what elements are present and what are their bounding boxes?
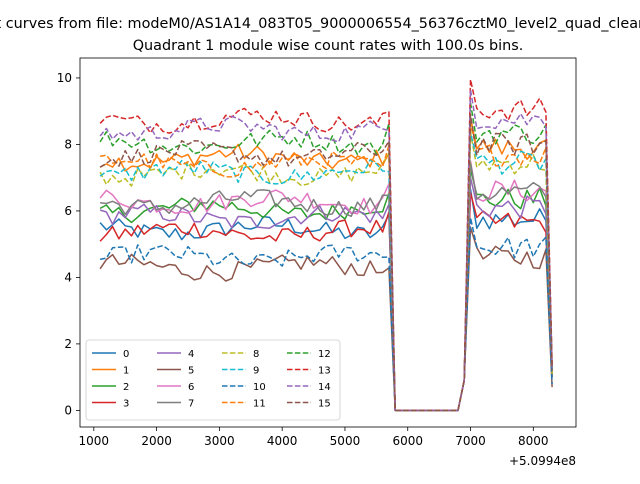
x-tick-label: 7000: [455, 434, 486, 448]
y-tick-label: 2: [64, 337, 72, 351]
plot-frame: [79, 57, 577, 428]
series-line-7: [100, 161, 553, 412]
y-tick-label: 0: [64, 403, 72, 417]
y-tick-label: 6: [64, 204, 72, 218]
series-line-11: [99, 123, 553, 412]
legend-label-6: 6: [188, 382, 194, 393]
series-line-10: [99, 216, 553, 412]
legend-label-10: 10: [253, 382, 266, 393]
figure-suptitle: Light curves from file: modeM0/AS1A14_08…: [0, 16, 640, 32]
legend-label-15: 15: [318, 399, 331, 410]
legend-label-3: 3: [123, 399, 129, 410]
legend-label-14: 14: [318, 382, 331, 393]
x-tick-label: 6000: [392, 434, 423, 448]
legend-label-7: 7: [188, 399, 194, 410]
x-tick-label: 1000: [79, 434, 110, 448]
x-tick-label: 2000: [141, 434, 172, 448]
y-tick-label: 4: [64, 270, 72, 284]
series-line-9: [99, 132, 553, 412]
x-tick-label: 5000: [330, 434, 361, 448]
legend-label-1: 1: [123, 366, 129, 377]
legend-label-2: 2: [123, 382, 129, 393]
series-line-15: [99, 113, 553, 412]
y-tick-label: 10: [57, 71, 72, 85]
x-tick-label: 4000: [267, 434, 298, 448]
legend-label-8: 8: [253, 349, 259, 360]
y-tick-label: 8: [64, 137, 72, 151]
legend-label-13: 13: [318, 366, 331, 377]
series-line-3: [99, 191, 553, 412]
series-line-4: [99, 176, 553, 412]
series-line-12: [99, 102, 553, 412]
series-line-14: [99, 88, 553, 412]
x-axis-offset-label: +5.0994e8: [509, 454, 576, 468]
series-line-8: [99, 132, 553, 412]
legend-box: [85, 339, 341, 421]
legend-label-5: 5: [188, 366, 194, 377]
plot-title: Quadrant 1 module wise count rates with …: [133, 38, 524, 54]
series-layer: [99, 78, 553, 412]
legend-label-0: 0: [123, 349, 129, 360]
legend-label-12: 12: [318, 349, 331, 360]
x-tick-label: 3000: [204, 434, 235, 448]
series-line-0: [99, 188, 553, 412]
legend-label-4: 4: [188, 349, 194, 360]
x-tick-label: 8000: [518, 434, 549, 448]
legend-label-9: 9: [253, 366, 259, 377]
legend-label-11: 11: [253, 399, 266, 410]
